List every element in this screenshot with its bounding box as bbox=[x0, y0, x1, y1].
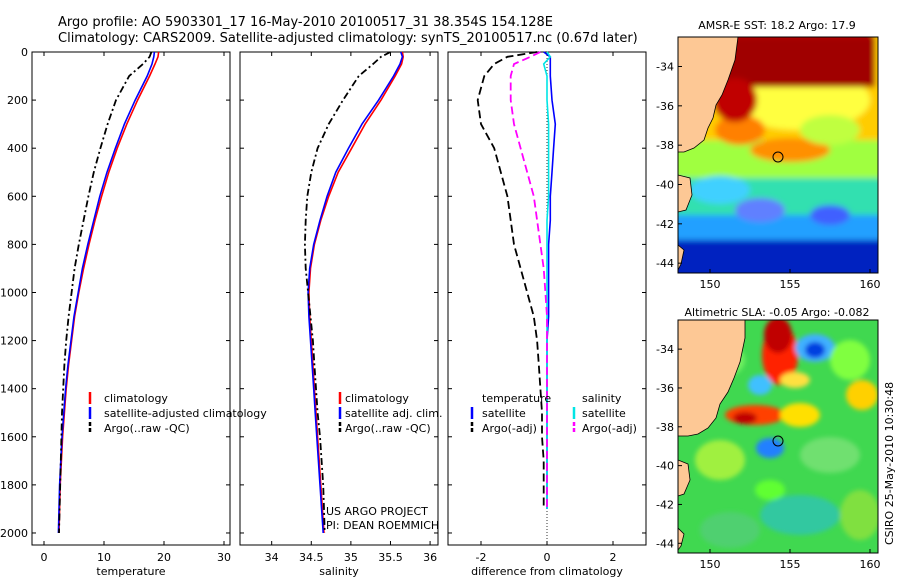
salinity-plot: 34 34.5 35 35.5 36 bbox=[240, 51, 438, 564]
map-y-tick-label: -42 bbox=[656, 218, 674, 231]
x-tick-label: 0 bbox=[41, 551, 48, 564]
legend-label-temp-satellite: satellite bbox=[482, 407, 526, 420]
x-tick-label: 2 bbox=[610, 551, 617, 564]
sst-map: AMSR-E SST: 18.2 Argo: 17.9 bbox=[656, 19, 880, 292]
credit-stamp: CSIRO 25-May-2010 10:30:48 bbox=[883, 382, 896, 545]
sla-map-title: Altimetric SLA: -0.05 Argo: -0.082 bbox=[685, 306, 870, 319]
project-note: US ARGO PROJECT bbox=[326, 505, 428, 518]
header-line-1: Argo profile: AO 5903301_17 16-May-2010 … bbox=[58, 15, 553, 30]
legend-temperature-title: temperature bbox=[482, 392, 551, 405]
x-tick-label: 30 bbox=[217, 551, 231, 564]
map-y-tick-label: -38 bbox=[656, 139, 674, 152]
x-tick-label: 0 bbox=[544, 551, 551, 564]
difference-plot: -2 0 2 bbox=[448, 51, 646, 564]
x-tick-label: 35.5 bbox=[378, 551, 403, 564]
y-tick-label: 400 bbox=[7, 142, 28, 155]
y-tick-label: 600 bbox=[7, 190, 28, 203]
y-tick-label: 1000 bbox=[0, 286, 28, 299]
salinity-xlabel: salinity bbox=[319, 565, 359, 578]
legend-label-sal-argo: Argo(-adj) bbox=[582, 422, 637, 435]
legend-label-satellite: satellite-adjusted climatology bbox=[104, 407, 267, 420]
difference-panel: -2 0 2 difference from climatology bbox=[447, 51, 647, 578]
legend-label-temp-argo: Argo(-adj) bbox=[482, 422, 537, 435]
y-tick-label: 0 bbox=[21, 46, 28, 59]
temperature-plot: 0 10 20 30 0 200 400 600 800 1000 1200 1400 1600 1800… bbox=[0, 46, 231, 564]
salinity-panel: 34 34.5 35 35.5 36 salinity US ARGO PROJECT … bbox=[239, 51, 439, 578]
temperature-legend: climatology satellite-adjusted climatolo… bbox=[88, 392, 267, 435]
series-line-1 bbox=[57, 51, 156, 534]
legend-label-argo: Argo(..raw -QC) bbox=[104, 422, 190, 435]
sst-map-axes: 150 155 160 -34 -36 -38 -40 -42 -44 bbox=[656, 61, 880, 292]
series-line-3 bbox=[509, 51, 548, 509]
legend-label-climatology: climatology bbox=[104, 392, 168, 405]
x-tick-label: 20 bbox=[157, 551, 171, 564]
difference-legend: temperature satellite Argo(-adj) salinit… bbox=[470, 392, 637, 435]
x-tick-label: 34.5 bbox=[299, 551, 324, 564]
map-y-tick-label: -34 bbox=[656, 343, 674, 356]
map-x-tick-label: 155 bbox=[780, 278, 801, 291]
x-tick-label: -2 bbox=[476, 551, 487, 564]
legend-label-argo: Argo(..raw -QC) bbox=[345, 422, 431, 435]
y-tick-label: 2000 bbox=[0, 527, 28, 540]
legend-label-satellite: satellite adj. clim. bbox=[345, 407, 442, 420]
header-line-2: Climatology: CARS2009. Satellite-adjuste… bbox=[58, 31, 638, 46]
legend-label-climatology: climatology bbox=[345, 392, 409, 405]
x-tick-label: 34 bbox=[265, 551, 279, 564]
x-tick-label: 36 bbox=[423, 551, 437, 564]
sla-map-axes: 150 155 160 -34 -36 -38 -40 -42 -44 bbox=[656, 343, 880, 571]
legend-salinity-title: salinity bbox=[582, 392, 622, 405]
x-tick-label: 10 bbox=[97, 551, 111, 564]
series-line-2 bbox=[303, 51, 391, 534]
pi-note: PI: DEAN ROEMMICH bbox=[326, 519, 439, 532]
map-x-tick-label: 150 bbox=[700, 278, 721, 291]
y-tick-label: 1600 bbox=[0, 431, 28, 444]
map-y-tick-label: -36 bbox=[656, 382, 674, 395]
map-y-tick-label: -44 bbox=[656, 257, 674, 270]
series-line-0 bbox=[543, 51, 557, 509]
series-line-1 bbox=[476, 51, 545, 509]
map-y-tick-label: -40 bbox=[656, 460, 674, 473]
map-x-tick-label: 160 bbox=[860, 558, 881, 571]
map-y-tick-label: -34 bbox=[656, 61, 674, 74]
temperature-xlabel: temperature bbox=[96, 565, 165, 578]
series-line-2 bbox=[542, 51, 552, 509]
map-y-tick-label: -42 bbox=[656, 498, 674, 511]
series-line-0 bbox=[58, 51, 160, 534]
series-line-1 bbox=[307, 51, 404, 534]
temperature-panel: 0 10 20 30 0 200 400 600 800 1000 1200 1400 1600 1800… bbox=[0, 46, 231, 578]
series-line-0 bbox=[308, 51, 405, 534]
map-x-tick-label: 150 bbox=[700, 558, 721, 571]
x-tick-label: 35 bbox=[344, 551, 358, 564]
salinity-legend: climatology satellite adj. clim. Argo(..… bbox=[338, 392, 442, 435]
y-tick-label: 200 bbox=[7, 94, 28, 107]
y-tick-label: 1400 bbox=[0, 383, 28, 396]
map-y-tick-label: -44 bbox=[656, 537, 674, 550]
legend-label-sal-satellite: satellite bbox=[582, 407, 626, 420]
y-tick-label: 1800 bbox=[0, 479, 28, 492]
map-y-tick-label: -40 bbox=[656, 179, 674, 192]
y-tick-label: 800 bbox=[7, 238, 28, 251]
sla-map: Altimetric SLA: -0.05 Argo: -0.082 bbox=[656, 306, 880, 571]
y-tick-label: 1200 bbox=[0, 335, 28, 348]
map-y-tick-label: -36 bbox=[656, 100, 674, 113]
map-x-tick-label: 160 bbox=[860, 278, 881, 291]
difference-xlabel: difference from climatology bbox=[471, 565, 623, 578]
series-line-2 bbox=[58, 51, 153, 534]
map-x-tick-label: 155 bbox=[780, 558, 801, 571]
map-y-tick-label: -38 bbox=[656, 421, 674, 434]
sst-map-title: AMSR-E SST: 18.2 Argo: 17.9 bbox=[698, 19, 856, 32]
